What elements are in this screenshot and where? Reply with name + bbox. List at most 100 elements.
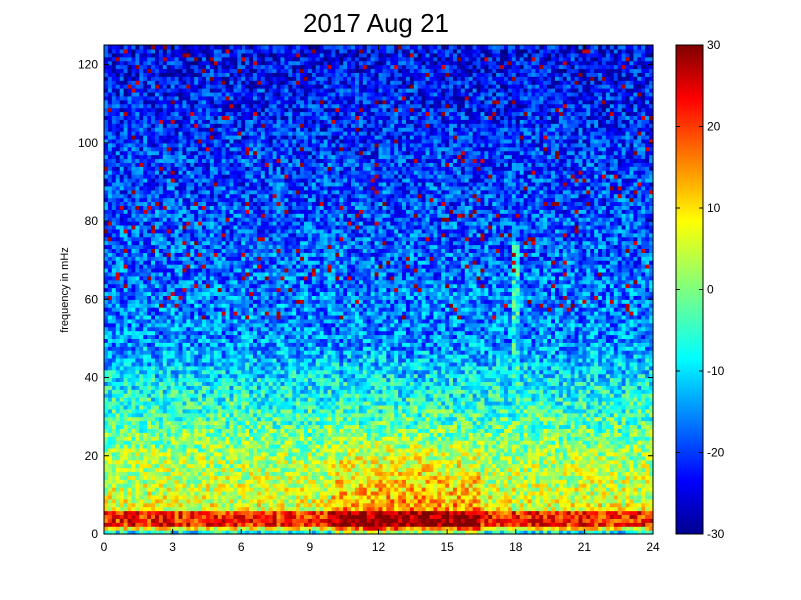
heatmap-cell: [363, 424, 368, 429]
heatmap-cell: [598, 475, 603, 480]
heatmap-cell: [543, 460, 548, 465]
heatmap-cell: [531, 460, 536, 465]
heatmap-cell: [131, 397, 136, 402]
heatmap-cell: [375, 409, 380, 414]
heatmap-cell: [375, 436, 380, 441]
heatmap-cell: [382, 436, 387, 441]
heatmap-cell: [300, 428, 305, 433]
heatmap-cell: [245, 495, 250, 500]
heatmap-cell: [128, 432, 133, 437]
heatmap-cell: [135, 421, 140, 426]
heatmap-cell: [233, 526, 238, 531]
heatmap-cell: [496, 401, 501, 406]
heatmap-cell: [641, 401, 646, 406]
heatmap-cell: [488, 456, 493, 461]
heatmap-cell: [375, 464, 380, 469]
heatmap-cell: [273, 468, 278, 473]
heatmap-cell: [292, 464, 297, 469]
heatmap-cell: [171, 401, 176, 406]
heatmap-cell: [375, 468, 380, 473]
heatmap-cell: [304, 444, 309, 449]
heatmap-cell: [355, 507, 360, 512]
heatmap-cell: [269, 522, 274, 527]
heatmap-cell: [339, 522, 344, 527]
heatmap-cell: [218, 483, 223, 488]
heatmap-cell: [469, 448, 474, 453]
heatmap-cell: [147, 468, 152, 473]
heatmap-cell: [363, 479, 368, 484]
heatmap-cell: [465, 409, 470, 414]
heatmap-cell: [190, 471, 195, 476]
heatmap-cell: [296, 436, 301, 441]
heatmap-cell: [406, 495, 411, 500]
heatmap-cell: [284, 421, 289, 426]
heatmap-cell: [116, 397, 121, 402]
heatmap-cell: [194, 405, 199, 410]
heatmap-cell: [535, 483, 540, 488]
heatmap-cell: [410, 483, 415, 488]
heatmap-cell: [504, 491, 509, 496]
heatmap-cell: [477, 464, 482, 469]
heatmap-cell: [637, 452, 642, 457]
heatmap-cell: [414, 522, 419, 527]
heatmap-cell: [422, 413, 427, 418]
heatmap-cell: [320, 483, 325, 488]
heatmap-cell: [441, 522, 446, 527]
heatmap-cell: [582, 448, 587, 453]
heatmap-cell: [253, 452, 258, 457]
heatmap-cell: [163, 495, 168, 500]
heatmap-cell: [516, 487, 521, 492]
heatmap-cell: [328, 401, 333, 406]
heatmap-cell: [339, 432, 344, 437]
heatmap-cell: [606, 421, 611, 426]
heatmap-cell: [222, 507, 227, 512]
heatmap-cell: [190, 507, 195, 512]
heatmap-cell: [469, 514, 474, 519]
heatmap-cell: [288, 495, 293, 500]
heatmap-cell: [578, 460, 583, 465]
heatmap-cell: [433, 393, 438, 398]
heatmap-cell: [124, 514, 129, 519]
heatmap-cell: [284, 424, 289, 429]
heatmap-cell: [386, 456, 391, 461]
heatmap-cell: [269, 428, 274, 433]
heatmap-cell: [386, 514, 391, 519]
heatmap-cell: [190, 393, 195, 398]
heatmap-cell: [567, 518, 572, 523]
heatmap-cell: [214, 401, 219, 406]
heatmap-cell: [308, 511, 313, 516]
heatmap-cell: [363, 491, 368, 496]
heatmap-cell: [171, 503, 176, 508]
heatmap-cell: [261, 393, 266, 398]
heatmap-cell: [418, 526, 423, 531]
heatmap-cell: [422, 526, 427, 531]
heatmap-cell: [484, 491, 489, 496]
heatmap-cell: [398, 413, 403, 418]
heatmap-cell: [610, 448, 615, 453]
heatmap-cell: [410, 526, 415, 531]
heatmap-cell: [343, 511, 348, 516]
heatmap-cell: [277, 460, 282, 465]
heatmap-cell: [622, 471, 627, 476]
heatmap-cell: [379, 405, 384, 410]
heatmap-cell: [179, 479, 184, 484]
heatmap-cell: [418, 514, 423, 519]
heatmap-cell: [426, 479, 431, 484]
heatmap-cell: [312, 436, 317, 441]
heatmap-cell: [453, 511, 458, 516]
heatmap-cell: [575, 518, 580, 523]
heatmap-cell: [147, 409, 152, 414]
heatmap-cell: [500, 499, 505, 504]
heatmap-cell: [214, 424, 219, 429]
heatmap-cell: [304, 499, 309, 504]
heatmap-cell: [324, 503, 329, 508]
heatmap-cell: [575, 475, 580, 480]
heatmap-cell: [194, 511, 199, 516]
heatmap-cell: [602, 424, 607, 429]
heatmap-cell: [414, 526, 419, 531]
heatmap-cell: [324, 432, 329, 437]
heatmap-cell: [171, 499, 176, 504]
heatmap-cell: [622, 511, 627, 516]
heatmap-cell: [645, 475, 650, 480]
heatmap-cell: [280, 440, 285, 445]
